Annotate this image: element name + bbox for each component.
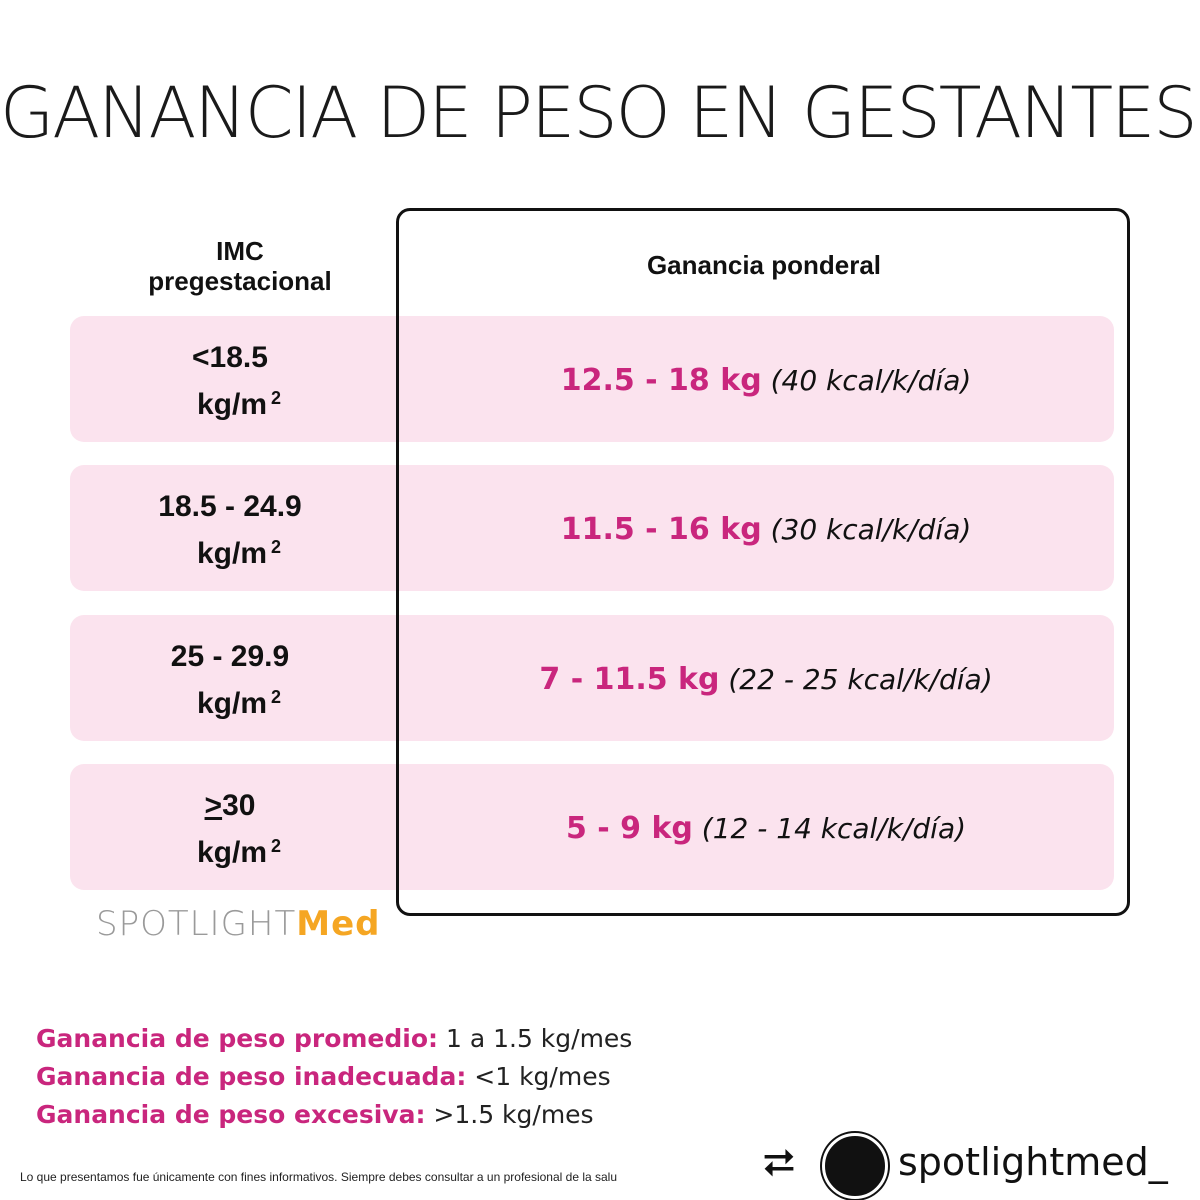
imc-value: 18.5 - 24.9 xyxy=(158,490,302,523)
imc-value: >30 xyxy=(205,789,256,822)
gain-kg: 5 - 9 kg xyxy=(565,811,693,846)
imc-cell: >30 kg/m 2 xyxy=(130,786,330,873)
imc-unit-text: kg/m xyxy=(196,836,267,869)
imc-unit: kg/m 2 xyxy=(130,378,330,425)
logo-med: Med xyxy=(296,904,381,944)
table-row: 25 - 29.9 kg/m 2 7 - 11.5 kg (22 - 25 kca… xyxy=(70,615,1114,741)
gain-cell: 5 - 9 kg (12 - 14 kcal/k/día) xyxy=(400,764,1132,890)
note-value: <1 kg/mes xyxy=(474,1062,611,1091)
disclaimer-text: Lo que presentamos fue únicamente con fi… xyxy=(20,1170,618,1184)
header-imc: IMC pregestacional xyxy=(110,236,370,296)
logo-spotlight: SPOTLIGHT xyxy=(96,904,297,944)
imc-unit: kg/m 2 xyxy=(130,527,330,574)
note-label: Ganancia de peso inadecuada: xyxy=(36,1062,467,1091)
header-imc-line2: pregestacional xyxy=(148,266,332,296)
header-ganancia: Ganancia ponderal xyxy=(646,250,882,280)
imc-unit-exponent: 2 xyxy=(271,836,282,856)
note-item: Ganancia de peso inadecuada: <1 kg/mes xyxy=(36,1058,632,1096)
weight-gain-notes: Ganancia de peso promedio: 1 a 1.5 kg/me… xyxy=(36,1020,632,1134)
imc-unit-exponent: 2 xyxy=(271,537,282,557)
imc-value: 25 - 29.9 xyxy=(170,640,290,673)
imc-cell: <18.5 kg/m 2 xyxy=(130,338,330,425)
note-label: Ganancia de peso excesiva: xyxy=(36,1100,426,1129)
imc-prefix: > xyxy=(204,789,223,822)
avatar[interactable] xyxy=(822,1133,888,1199)
gain-cell: 12.5 - 18 kg (40 kcal/k/día) xyxy=(400,316,1132,442)
gain-kcal: (30 kcal/k/día) xyxy=(770,513,972,546)
gain-kcal: (12 - 14 kcal/k/día) xyxy=(701,812,967,845)
gain-cell: 7 - 11.5 kg (22 - 25 kcal/k/día) xyxy=(400,615,1132,741)
gain-kg: 7 - 11.5 kg xyxy=(539,662,720,697)
imc-unit: kg/m 2 xyxy=(130,826,330,873)
title-dot: . xyxy=(1196,72,1200,154)
imc-unit-text: kg/m xyxy=(196,687,267,720)
gain-cell: 11.5 - 16 kg (30 kcal/k/día) xyxy=(400,465,1132,591)
table-row: >30 kg/m 2 5 - 9 kg (12 - 14 kcal/k/día) xyxy=(70,764,1114,890)
gain-kcal: (22 - 25 kcal/k/día) xyxy=(728,663,993,696)
note-value: 1 a 1.5 kg/mes xyxy=(445,1024,633,1053)
note-item: Ganancia de peso promedio: 1 a 1.5 kg/me… xyxy=(36,1020,632,1058)
imc-cell: 25 - 29.9 kg/m 2 xyxy=(130,637,330,724)
spotlightmed-logo: SPOTLIGHTMed xyxy=(96,904,381,944)
imc-unit-text: kg/m xyxy=(196,537,267,570)
repost-icon: ⮂ xyxy=(763,1141,795,1185)
imc-unit: kg/m 2 xyxy=(130,677,330,724)
note-item: Ganancia de peso excesiva: >1.5 kg/mes xyxy=(36,1096,632,1134)
gain-kg: 12.5 - 18 kg xyxy=(560,363,762,398)
table-row: <18.5 kg/m 2 12.5 - 18 kg (40 kcal/k/día) xyxy=(70,316,1114,442)
imc-unit-text: kg/m xyxy=(196,388,267,421)
table-row: 18.5 - 24.9 kg/m 2 11.5 - 16 kg (30 kcal/… xyxy=(70,465,1114,591)
note-value: >1.5 kg/mes xyxy=(433,1100,594,1129)
page-title: GANANCIA DE PESO EN GESTANTES. xyxy=(0,72,1200,154)
imc-value: <18.5 xyxy=(192,341,268,374)
imc-unit-exponent: 2 xyxy=(271,388,282,408)
imc-unit-exponent: 2 xyxy=(271,687,282,707)
header-imc-line1: IMC xyxy=(216,236,264,266)
gain-kg: 11.5 - 16 kg xyxy=(560,512,762,547)
account-handle[interactable]: spotlightmed_ xyxy=(898,1140,1168,1184)
imc-cell: 18.5 - 24.9 kg/m 2 xyxy=(130,487,330,574)
page-title-text: GANANCIA DE PESO EN GESTANTES xyxy=(0,72,1198,154)
note-label: Ganancia de peso promedio: xyxy=(36,1024,439,1053)
gain-kcal: (40 kcal/k/día) xyxy=(770,364,972,397)
imc-number: 30 xyxy=(222,789,256,822)
